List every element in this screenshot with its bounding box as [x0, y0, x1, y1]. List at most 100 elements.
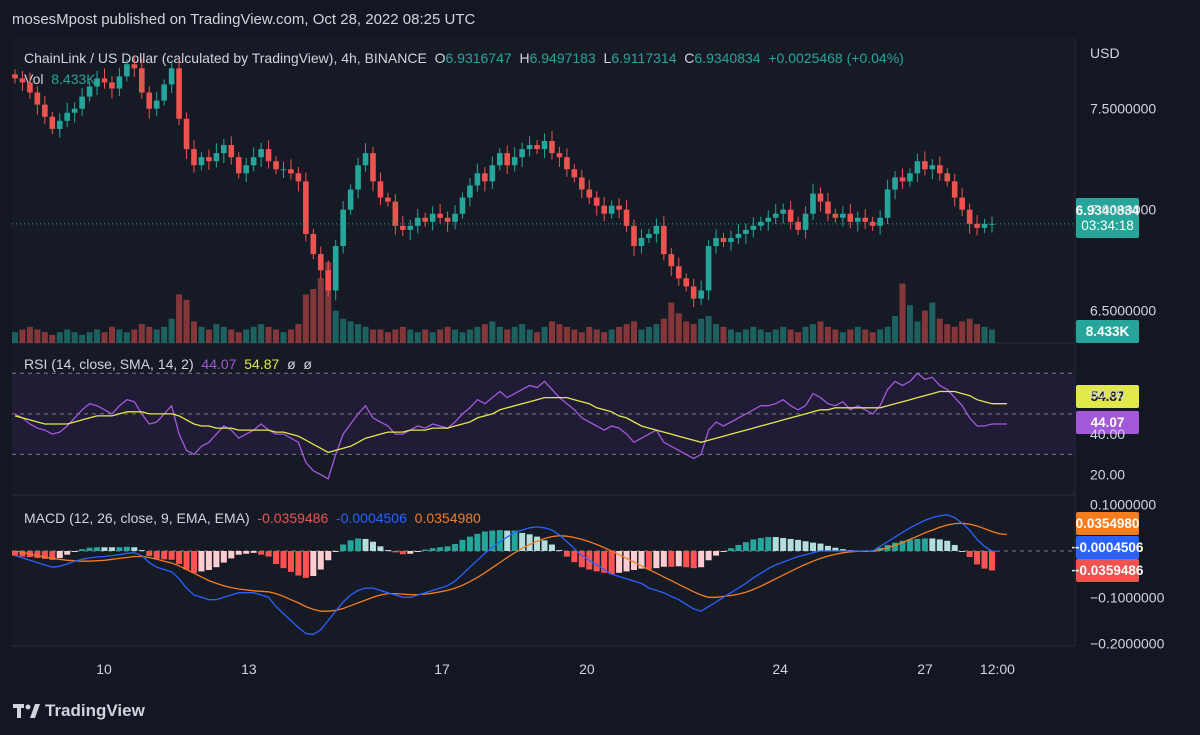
- volume-bar: [138, 324, 145, 343]
- rsi-line: [14, 372, 1007, 480]
- macd-histogram-bar: [966, 550, 973, 558]
- macd-histogram-bar: [914, 538, 921, 551]
- candle-body: [64, 112, 71, 121]
- volume-bar: [608, 329, 615, 343]
- macd-histogram-bar: [772, 537, 779, 551]
- volume-bar: [481, 324, 488, 343]
- candle-body: [631, 225, 637, 247]
- macd-histogram-bar: [153, 550, 160, 559]
- macd-histogram-bar: [146, 550, 153, 557]
- volume-bar: [71, 332, 78, 343]
- volume-bar: [511, 326, 518, 343]
- volume-bar: [653, 324, 660, 343]
- candle-body: [616, 205, 622, 210]
- candle-body: [683, 278, 690, 287]
- candle-body: [541, 141, 548, 150]
- macd-signal-badge: 0.0354980: [1076, 512, 1139, 535]
- candle-body: [534, 145, 540, 150]
- candle-body: [922, 161, 928, 170]
- candle-body: [549, 141, 555, 154]
- volume-bar: [287, 329, 294, 343]
- volume-bar: [258, 324, 265, 343]
- candle-body: [265, 149, 272, 162]
- volume-bar: [817, 321, 824, 343]
- candle-body: [310, 233, 317, 255]
- candle-body: [959, 197, 965, 210]
- candle-body: [519, 149, 525, 158]
- volume-bar: [683, 321, 690, 343]
- currency-label: USD: [1090, 45, 1120, 61]
- volume-bar: [168, 318, 175, 343]
- candle-body: [198, 157, 205, 166]
- volume-bar: [959, 321, 966, 343]
- volume-bar: [914, 321, 921, 343]
- volume-bar: [981, 326, 988, 343]
- candle-body: [787, 209, 794, 222]
- volume-bar: [929, 302, 936, 343]
- candle-body: [713, 237, 719, 247]
- rsi-legend: RSI (14, close, SMA, 14, 2) 44.07 54.87 …: [24, 356, 312, 372]
- macd-histogram-bar: [921, 538, 928, 551]
- macd-histogram-bar: [705, 550, 712, 561]
- macd-histogram-bar: [757, 538, 764, 551]
- macd-histogram-bar: [287, 550, 294, 572]
- candle-body: [944, 173, 951, 182]
- candle-body: [690, 286, 697, 299]
- macd-histogram-bar: [951, 544, 958, 551]
- publisher-line: mosesMpost published on TradingView.com,…: [12, 11, 476, 28]
- macd-histogram-bar: [601, 550, 608, 573]
- macd-histogram-bar: [392, 550, 399, 553]
- macd-histogram-bar: [459, 539, 466, 551]
- candle-body: [414, 217, 421, 226]
- symbol-title: ChainLink / US Dollar (calculated by Tra…: [24, 50, 427, 66]
- volume-bar: [906, 305, 913, 343]
- volume-bar: [742, 329, 749, 343]
- macd-histogram-bar: [94, 547, 101, 551]
- volume-bar: [735, 332, 742, 343]
- volume-bar: [325, 262, 332, 343]
- time-tick-label: 10: [96, 661, 112, 677]
- macd-histogram-bar: [325, 550, 332, 561]
- volume-bar: [377, 329, 384, 343]
- volume-bar: [198, 326, 205, 343]
- candle-body: [295, 173, 302, 182]
- volume-bar: [332, 310, 339, 343]
- volume-bar: [399, 326, 406, 343]
- candle-body: [176, 68, 182, 119]
- volume-bar: [839, 332, 846, 343]
- candle-body: [504, 153, 511, 166]
- tradingview-logo[interactable]: TradingView: [13, 701, 145, 721]
- candle-body: [608, 205, 615, 214]
- macd-histogram-bar: [422, 549, 429, 551]
- volume-bar: [593, 329, 600, 343]
- candle-body: [698, 290, 704, 299]
- volume-value: 8.433K: [51, 71, 96, 87]
- volume-bar: [563, 326, 570, 343]
- volume-bar: [317, 278, 324, 343]
- rsi-extra-2: ø: [303, 356, 312, 372]
- macd-histogram-bar: [198, 550, 205, 572]
- volume-bar: [228, 329, 235, 343]
- macd-histogram-bar: [608, 550, 615, 575]
- candle-body: [49, 116, 56, 129]
- candle-body: [728, 237, 734, 243]
- macd-line-badge: −0.0004506: [1072, 536, 1143, 559]
- candle-body: [847, 213, 854, 222]
- candle-body: [191, 149, 197, 166]
- macd-histogram-bar: [205, 550, 212, 570]
- time-tick-label: 13: [241, 661, 257, 677]
- time-tick-label: 27: [917, 661, 933, 677]
- candle-body: [601, 205, 607, 214]
- macd-histogram-bar: [765, 537, 772, 551]
- volume-bar: [556, 324, 563, 343]
- volume-bar: [108, 326, 115, 343]
- candle-body: [623, 209, 630, 226]
- candle-body: [206, 157, 212, 162]
- macd-histogram-bar: [832, 547, 839, 551]
- candle-body: [340, 209, 346, 247]
- volume-bar: [94, 329, 101, 343]
- candle-body: [71, 108, 78, 113]
- macd-histogram-bar: [750, 539, 757, 551]
- price-tick-label: 6.5000000: [1090, 303, 1156, 319]
